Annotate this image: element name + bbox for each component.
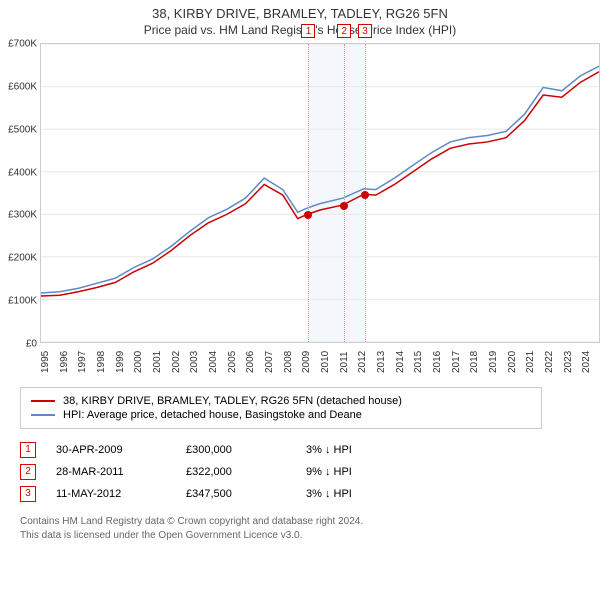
legend: 38, KIRBY DRIVE, BRAMLEY, TADLEY, RG26 5…: [20, 387, 542, 429]
x-tick-label: 2001: [152, 351, 163, 373]
y-tick-label: £500K: [8, 124, 37, 135]
y-tick-label: £400K: [8, 167, 37, 178]
x-tick-label: 2015: [413, 351, 424, 373]
event-price: £347,500: [186, 488, 306, 500]
event-date: 30-APR-2009: [56, 444, 186, 456]
event-table-row: 3 11-MAY-2012£347,5003% ↓ HPI: [20, 483, 600, 505]
legend-label: HPI: Average price, detached house, Basi…: [63, 409, 362, 421]
plot-lines: [41, 44, 599, 342]
footer: Contains HM Land Registry data © Crown c…: [20, 515, 600, 543]
x-tick-label: 1996: [59, 351, 70, 373]
y-tick-label: £0: [26, 339, 37, 350]
y-tick-label: £100K: [8, 296, 37, 307]
event-badge: 2: [20, 464, 36, 480]
x-tick-label: 2019: [488, 351, 499, 373]
x-tick-label: 2004: [208, 351, 219, 373]
plot-area: £0£100K£200K£300K£400K£500K£600K£700K 12…: [40, 43, 600, 343]
x-tick-label: 2014: [395, 351, 406, 373]
footer-line2: This data is licensed under the Open Gov…: [20, 529, 600, 543]
event-line: [344, 44, 345, 342]
event-date: 11-MAY-2012: [56, 488, 186, 500]
x-tick-label: 2008: [283, 351, 294, 373]
legend-label: 38, KIRBY DRIVE, BRAMLEY, TADLEY, RG26 5…: [63, 395, 402, 407]
footer-line1: Contains HM Land Registry data © Crown c…: [20, 515, 600, 529]
event-diff: 3% ↓ HPI: [306, 444, 406, 456]
x-tick-label: 2006: [245, 351, 256, 373]
x-tick-label: 2024: [581, 351, 592, 373]
event-table-row: 1 30-APR-2009£300,0003% ↓ HPI: [20, 439, 600, 461]
x-tick-label: 1997: [77, 351, 88, 373]
event-dot: [340, 202, 348, 210]
legend-item: 38, KIRBY DRIVE, BRAMLEY, TADLEY, RG26 5…: [31, 394, 531, 408]
x-tick-label: 2013: [376, 351, 387, 373]
event-diff: 3% ↓ HPI: [306, 488, 406, 500]
x-tick-label: 2021: [525, 351, 536, 373]
event-marker-badge: 1: [301, 24, 315, 38]
legend-swatch: [31, 400, 55, 402]
x-tick-label: 2010: [320, 351, 331, 373]
x-tick-label: 2023: [563, 351, 574, 373]
chart-container: 38, KIRBY DRIVE, BRAMLEY, TADLEY, RG26 5…: [0, 0, 600, 543]
event-dot: [304, 211, 312, 219]
x-tick-label: 1998: [96, 351, 107, 373]
legend-swatch: [31, 414, 55, 416]
x-tick-label: 2016: [432, 351, 443, 373]
event-dot: [361, 191, 369, 199]
x-tick-label: 2011: [339, 351, 350, 373]
x-tick-label: 2022: [544, 351, 555, 373]
x-tick-label: 2020: [507, 351, 518, 373]
event-badge: 3: [20, 486, 36, 502]
x-tick-label: 1999: [115, 351, 126, 373]
event-line: [308, 44, 309, 342]
event-date: 28-MAR-2011: [56, 466, 186, 478]
chart-subtitle: Price paid vs. HM Land Registry's House …: [0, 21, 600, 43]
y-tick-label: £200K: [8, 253, 37, 264]
event-table-row: 2 28-MAR-2011£322,0009% ↓ HPI: [20, 461, 600, 483]
y-tick-label: £600K: [8, 81, 37, 92]
x-tick-label: 2018: [469, 351, 480, 373]
event-diff: 9% ↓ HPI: [306, 466, 406, 478]
legend-item: HPI: Average price, detached house, Basi…: [31, 408, 531, 422]
x-tick-label: 2002: [171, 351, 182, 373]
x-tick-label: 2009: [301, 351, 312, 373]
event-marker-badge: 3: [358, 24, 372, 38]
events-table: 130-APR-2009£300,0003% ↓ HPI228-MAR-2011…: [20, 439, 600, 505]
event-price: £322,000: [186, 466, 306, 478]
y-tick-label: £700K: [8, 39, 37, 50]
x-tick-label: 2007: [264, 351, 275, 373]
y-axis-labels: £0£100K£200K£300K£400K£500K£600K£700K: [1, 44, 39, 342]
event-price: £300,000: [186, 444, 306, 456]
x-tick-label: 2012: [357, 351, 368, 373]
x-tick-label: 2017: [451, 351, 462, 373]
x-tick-label: 2005: [227, 351, 238, 373]
x-tick-label: 2000: [133, 351, 144, 373]
x-tick-label: 2003: [189, 351, 200, 373]
chart-title: 38, KIRBY DRIVE, BRAMLEY, TADLEY, RG26 5…: [0, 0, 600, 21]
event-marker-badge: 2: [337, 24, 351, 38]
event-badge: 1: [20, 442, 36, 458]
x-tick-label: 1995: [40, 351, 51, 373]
x-axis-labels: 1995 1996 1997 1998 1999 2000 2001 2002 2003 2004…: [40, 343, 600, 379]
y-tick-label: £300K: [8, 210, 37, 221]
